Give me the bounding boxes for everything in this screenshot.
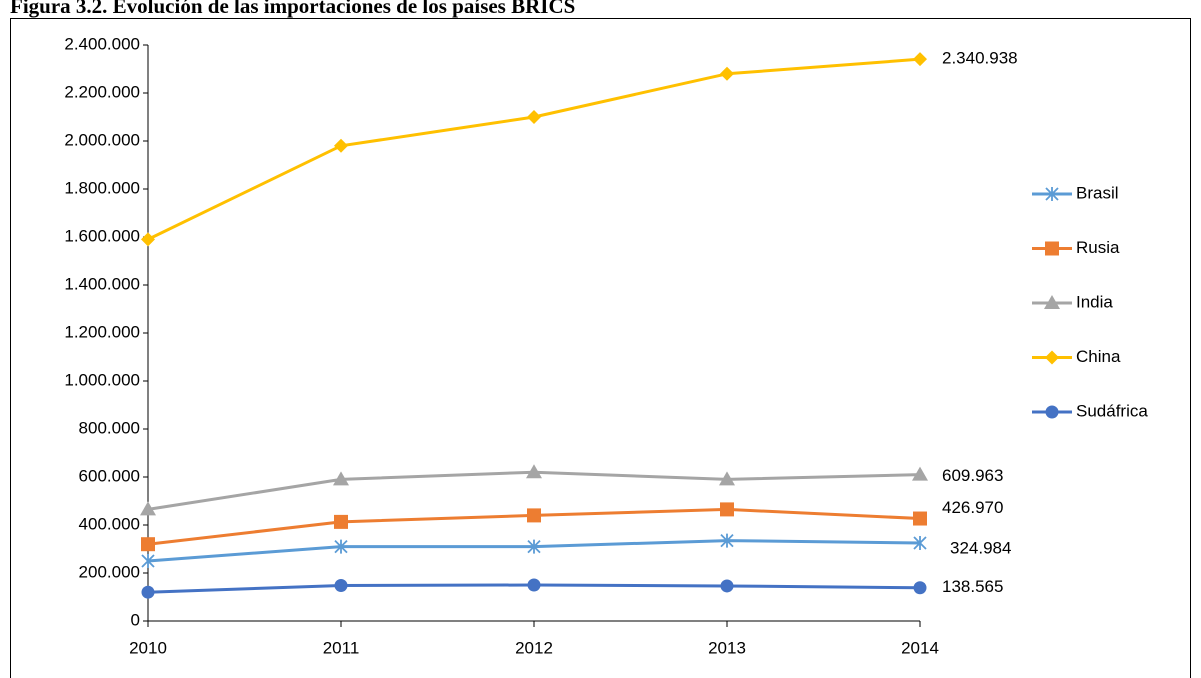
series-line: [147, 57, 921, 241]
marker: [527, 110, 541, 124]
legend-marker: [1045, 350, 1059, 365]
y-tick-label: 2.000.000: [64, 130, 140, 149]
marker: [527, 508, 541, 523]
y-tick-label: 1.200.000: [64, 322, 140, 341]
legend-label: Brasil: [1076, 183, 1119, 202]
y-tick-label: 200.000: [79, 562, 140, 581]
marker: [527, 539, 541, 554]
value-label: 138.565: [942, 577, 1003, 596]
y-tick-label: 600.000: [79, 466, 140, 485]
marker: [141, 537, 155, 552]
legend-marker: [1045, 241, 1059, 256]
marker: [720, 579, 734, 593]
marker: [141, 554, 155, 568]
y-tick-label: 1.000.000: [64, 370, 140, 389]
x-tick-label: 2013: [708, 638, 746, 657]
marker: [141, 232, 155, 247]
x-tick-label: 2011: [323, 638, 360, 657]
marker: [719, 471, 735, 486]
marker: [141, 585, 155, 599]
y-tick-label: 0: [131, 610, 140, 629]
legend-label: Sudáfrica: [1076, 401, 1148, 420]
marker: [334, 578, 348, 592]
marker: [334, 514, 348, 529]
legend-marker: [1045, 405, 1059, 419]
value-label: 324.984: [950, 538, 1011, 557]
marker: [913, 511, 927, 526]
marker: [913, 536, 927, 551]
y-tick-label: 2.400.000: [64, 34, 140, 53]
legend-label: China: [1076, 347, 1121, 366]
value-label: 609.963: [942, 466, 1003, 485]
y-tick-label: 1.800.000: [64, 178, 140, 197]
marker: [140, 501, 156, 516]
x-tick-label: 2014: [901, 638, 939, 657]
legend-label: Rusia: [1076, 238, 1120, 257]
marker: [720, 533, 734, 548]
y-tick-label: 1.600.000: [64, 226, 140, 245]
marker: [334, 138, 348, 153]
marker: [913, 581, 927, 595]
y-tick-label: 400.000: [79, 514, 140, 533]
legend-marker: [1044, 295, 1060, 309]
value-label: 426.970: [942, 498, 1003, 517]
marker: [720, 502, 734, 517]
x-tick-label: 2012: [515, 638, 553, 657]
y-tick-label: 1.400.000: [64, 274, 140, 293]
marker: [720, 66, 734, 81]
marker: [912, 466, 928, 481]
marker: [334, 539, 348, 554]
marker: [527, 578, 541, 592]
x-tick-label: 2010: [129, 638, 167, 657]
value-label: 2.340.938: [942, 49, 1018, 68]
y-tick-label: 2.200.000: [64, 82, 140, 101]
marker: [913, 52, 927, 67]
marker: [526, 464, 542, 479]
y-tick-label: 800.000: [79, 418, 140, 437]
legend-marker: [1045, 187, 1059, 201]
chart-border: [10, 18, 1191, 678]
marker: [333, 471, 349, 486]
legend-label: India: [1076, 292, 1113, 311]
chart-title: Figura 3.2. Evolución de las importacion…: [10, 0, 575, 18]
